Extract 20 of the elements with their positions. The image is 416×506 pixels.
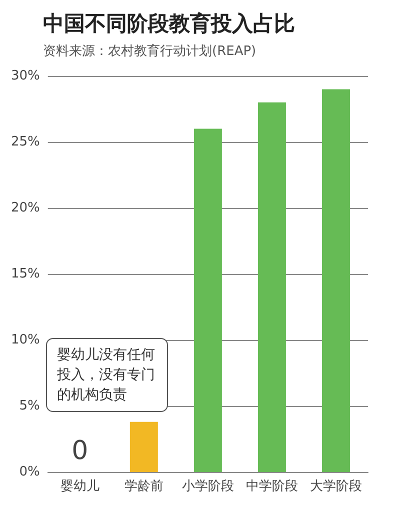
y-tick-label: 10% — [10, 332, 40, 348]
bar — [322, 89, 350, 472]
y-tick-label: 20% — [10, 200, 40, 216]
y-tick-label: 5% — [19, 398, 40, 414]
x-tick-label: 婴幼儿 — [60, 479, 100, 494]
chart-title: 中国不同阶段教育投入占比 — [43, 12, 295, 36]
y-tick-label: 0% — [19, 464, 40, 480]
bar — [194, 128, 222, 472]
x-tick-label: 中学阶段 — [246, 479, 298, 494]
x-tick-label: 小学阶段 — [182, 479, 234, 494]
chart-subtitle: 资料来源：农村教育行动计划(REAP) — [43, 43, 256, 59]
x-tick-label: 学龄前 — [124, 479, 164, 494]
data-label: 0 — [72, 436, 88, 466]
annotation: 婴幼儿没有任何投入，没有专门的机构负责 — [56, 347, 155, 403]
bar — [258, 102, 286, 472]
y-tick-label: 25% — [10, 134, 40, 150]
y-tick-label: 30% — [10, 68, 40, 84]
y-tick-label: 15% — [10, 266, 40, 282]
x-tick-label: 大学阶段 — [310, 479, 362, 494]
bar — [130, 422, 158, 472]
